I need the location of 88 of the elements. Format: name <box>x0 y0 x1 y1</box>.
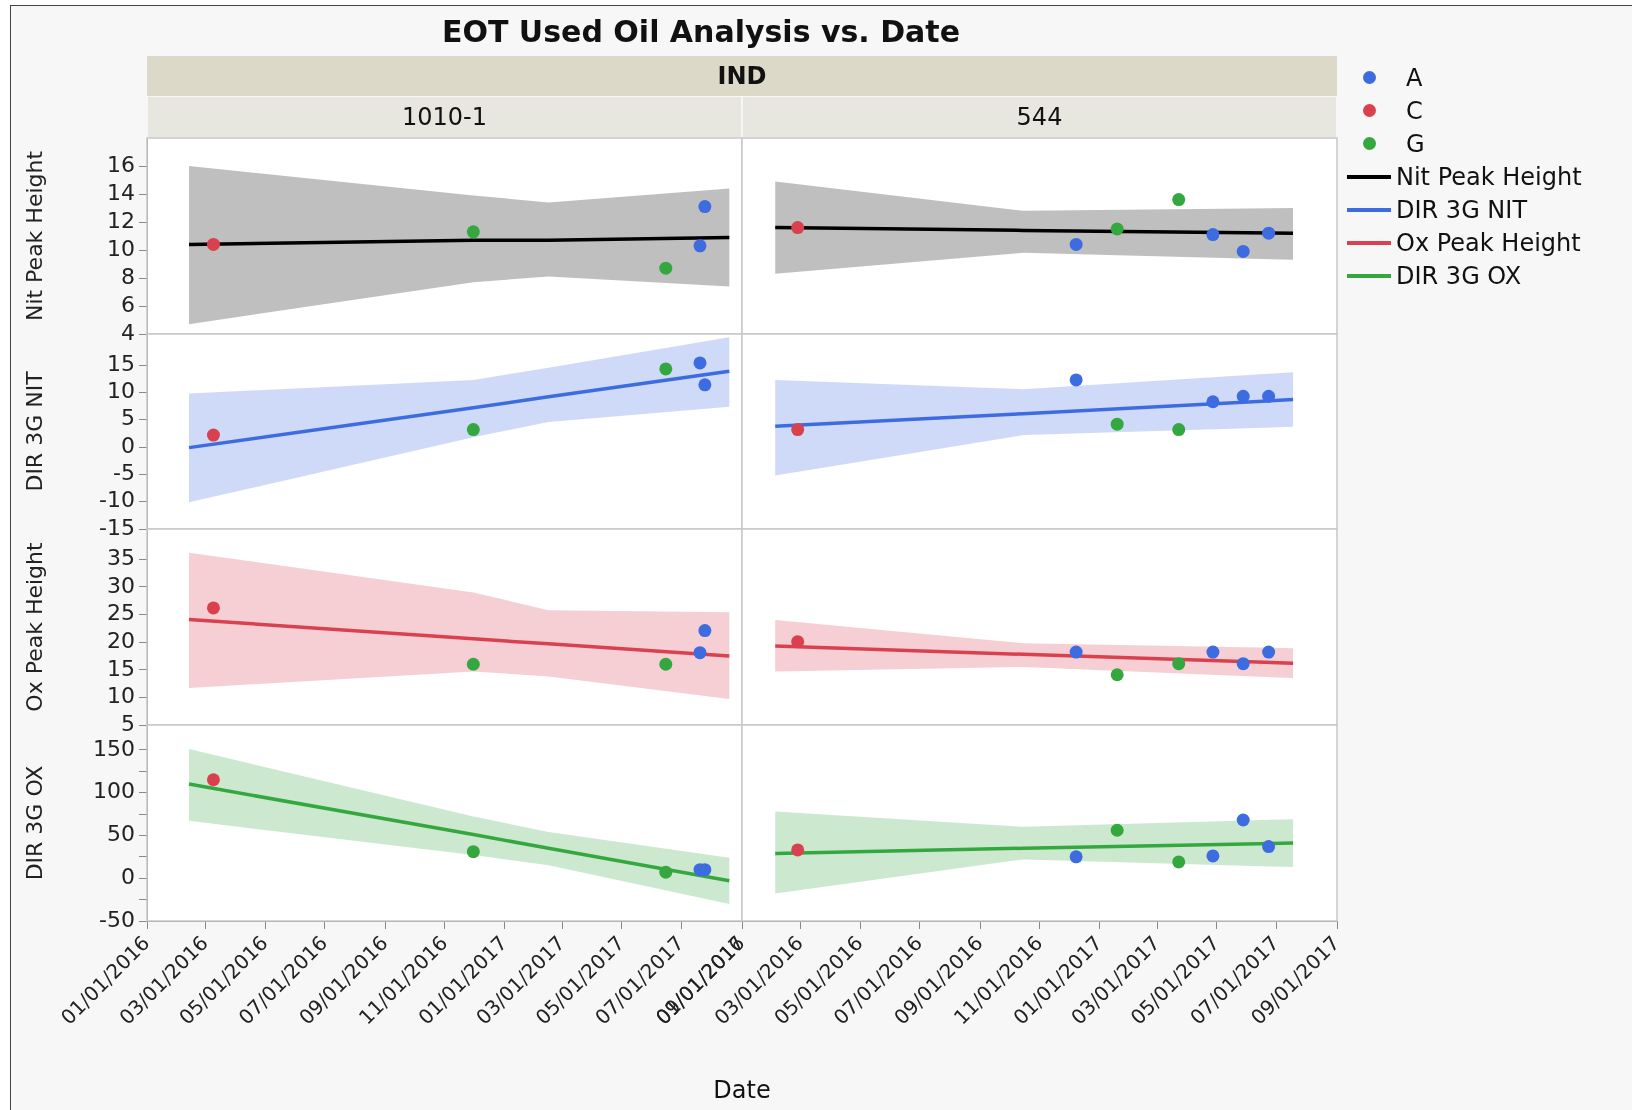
point <box>698 200 712 214</box>
y-tick-label: 35 <box>107 545 135 571</box>
point <box>1236 244 1250 258</box>
point <box>659 362 673 376</box>
chart-title: EOT Used Oil Analysis vs. Date <box>441 12 961 51</box>
point <box>1236 389 1250 403</box>
point <box>791 635 805 649</box>
point <box>1110 417 1124 431</box>
point <box>1110 823 1124 837</box>
point <box>206 428 220 442</box>
point <box>659 865 673 879</box>
y-tick-label: 15 <box>107 350 135 376</box>
point <box>1172 855 1186 869</box>
point <box>1262 226 1276 240</box>
point <box>206 601 220 615</box>
y-tick-label: 30 <box>107 572 135 598</box>
y-tick-label: 10 <box>107 683 135 709</box>
y-axis-title: DIR 3G NIT <box>21 370 47 492</box>
y-tick-label: 100 <box>93 778 135 804</box>
legend-label: G <box>1406 129 1425 158</box>
point <box>1262 840 1276 854</box>
point <box>1110 222 1124 236</box>
legend-label: A <box>1406 63 1423 92</box>
y-tick-label: 20 <box>107 627 135 653</box>
y-tick-label: 8 <box>121 263 135 289</box>
point <box>1069 645 1083 659</box>
y-tick-label: 10 <box>107 378 135 404</box>
point <box>1172 657 1186 671</box>
point <box>791 843 805 857</box>
point <box>1236 813 1250 827</box>
y-tick-label: 0 <box>121 863 135 889</box>
point <box>693 356 707 370</box>
point <box>466 845 480 859</box>
point <box>693 646 707 660</box>
y-tick-label: 12 <box>107 207 135 233</box>
y-axis-title: Nit Peak Height <box>21 150 47 322</box>
point <box>1069 373 1083 387</box>
point <box>1262 389 1276 403</box>
chart-subtitle: 544 <box>743 97 1336 137</box>
y-tick-label: 150 <box>93 735 135 761</box>
legend-label: DIR 3G OX <box>1396 261 1522 290</box>
y-tick-label: 10 <box>107 235 135 261</box>
y-tick-label: -5 <box>113 460 135 486</box>
point <box>1069 850 1083 864</box>
point <box>1172 193 1186 207</box>
y-tick-label: 5 <box>121 710 135 736</box>
y-tick-label: 5 <box>121 405 135 431</box>
point <box>693 239 707 253</box>
point <box>1262 645 1276 659</box>
point <box>466 423 480 437</box>
point <box>791 221 805 235</box>
point <box>659 261 673 275</box>
point <box>1206 849 1220 863</box>
point <box>466 657 480 671</box>
y-tick-label: 50 <box>107 821 135 847</box>
point <box>1206 228 1220 242</box>
point <box>659 657 673 671</box>
point <box>791 423 805 437</box>
y-tick-label: -15 <box>99 514 135 540</box>
y-tick-label: 15 <box>107 655 135 681</box>
point <box>698 378 712 392</box>
text: IND <box>147 56 1337 96</box>
x-axis-title: Date <box>712 1075 772 1106</box>
y-tick-label: 14 <box>107 179 135 205</box>
y-axis-title: Ox Peak Height <box>21 541 47 712</box>
point <box>1206 645 1220 659</box>
y-tick-label: 16 <box>107 151 135 177</box>
legend-label: Nit Peak Height <box>1396 162 1582 191</box>
point <box>1172 423 1186 437</box>
y-tick-label: 0 <box>121 432 135 458</box>
y-tick-label: 25 <box>107 600 135 626</box>
legend-label: C <box>1406 96 1423 125</box>
y-tick-label: 6 <box>121 291 135 317</box>
chart-subtitle: 1010-1 <box>148 97 741 137</box>
point <box>1069 237 1083 251</box>
point <box>206 773 220 787</box>
point <box>1110 668 1124 682</box>
y-axis-title: DIR 3G OX <box>21 765 47 881</box>
point <box>206 237 220 251</box>
legend-label: DIR 3G NIT <box>1396 195 1528 224</box>
point <box>466 225 480 239</box>
y-tick-label: -10 <box>99 487 135 513</box>
y-tick-label: -50 <box>99 906 135 932</box>
legend-label: Ox Peak Height <box>1396 228 1581 257</box>
point <box>698 624 712 638</box>
y-tick-label: 4 <box>121 319 135 345</box>
point <box>1236 657 1250 671</box>
point <box>1206 395 1220 409</box>
